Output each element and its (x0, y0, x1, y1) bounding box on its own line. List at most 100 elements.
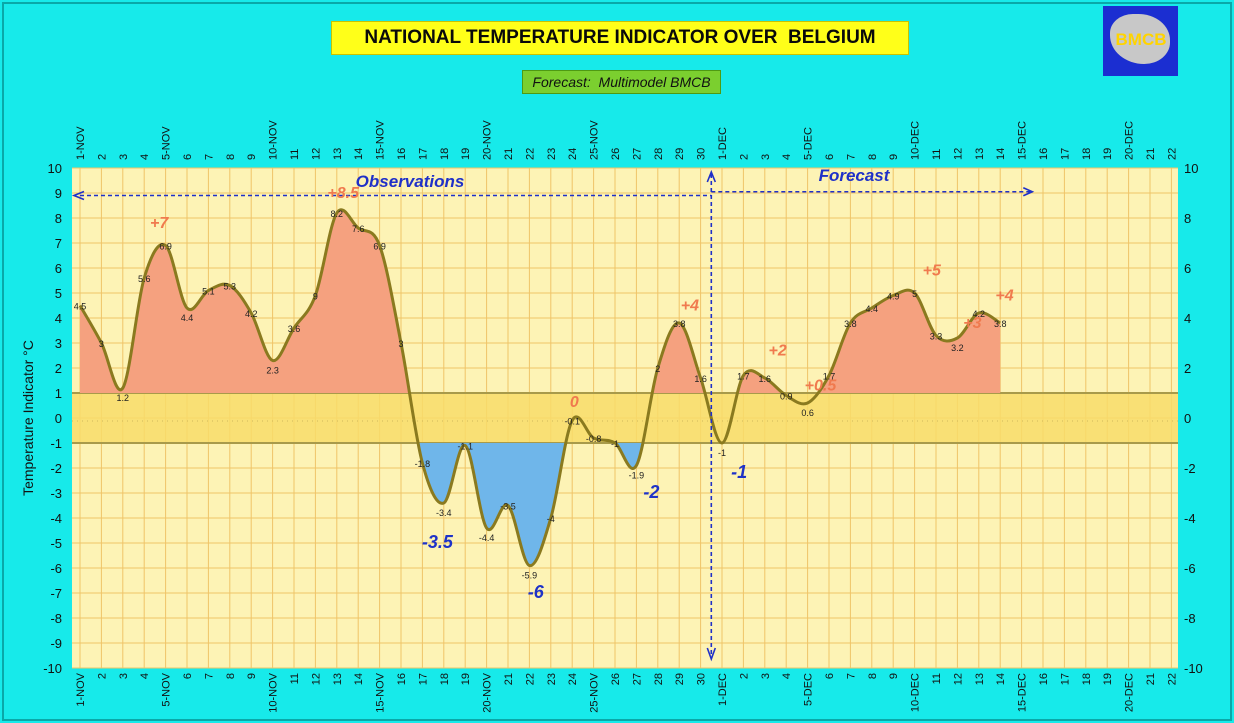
x-tick-top: 19 (460, 148, 472, 160)
x-tick-bottom: 20-NOV (482, 672, 494, 712)
point-label: 4.5 (74, 302, 87, 312)
x-tick-bottom: 10-NOV (268, 672, 280, 712)
cold-anomaly-label: -2 (643, 482, 659, 502)
y-tick-right: 0 (1184, 411, 1191, 426)
x-tick-bottom: 22 (1166, 673, 1178, 685)
normal-band (72, 392, 1178, 444)
point-label: 0.6 (801, 408, 814, 418)
x-tick-bottom: 25-NOV (589, 672, 601, 712)
x-tick-top: 20-DEC (1124, 121, 1136, 160)
x-tick-top: 17 (1059, 148, 1071, 160)
belgium-map-logo (1110, 14, 1170, 64)
chart-title: NATIONAL TEMPERATURE INDICATOR OVER BELG… (331, 21, 909, 55)
temperature-line (78, 208, 1001, 567)
x-tick-top: 30 (696, 148, 708, 160)
x-tick-top: 16 (396, 148, 408, 160)
x-tick-top: 12 (310, 148, 322, 160)
warm-anomaly-label: 0 (570, 394, 579, 411)
x-tick-top: 11 (289, 149, 301, 160)
y-tick-right: 6 (1184, 261, 1191, 276)
observations-label: Observations (356, 172, 465, 191)
x-tick-bottom: 12 (310, 673, 322, 685)
x-tick-top: 22 (1166, 148, 1178, 160)
point-label: 3.2 (951, 343, 964, 353)
cold-anomaly-label: -3.5 (422, 532, 454, 552)
x-tick-top: 4 (139, 154, 151, 160)
x-tick-top: 1-DEC (717, 127, 729, 160)
warm-anomaly-label: +3 (963, 315, 981, 332)
x-tick-top: 13 (974, 148, 986, 160)
y-tick-right: 10 (1184, 161, 1198, 176)
x-tick-top: 29 (674, 148, 686, 160)
x-tick-top: 10-NOV (268, 120, 280, 160)
x-tick-bottom: 15-DEC (1017, 673, 1029, 712)
x-tick-top: 6 (824, 154, 836, 160)
point-label: 6.9 (373, 242, 386, 252)
temperature-curve (78, 208, 1001, 567)
x-tick-top: 15-DEC (1017, 121, 1029, 160)
x-tick-bottom: 4 (139, 673, 151, 679)
point-label: 3 (99, 339, 104, 349)
x-axis-bottom: 1-NOV 2 3 4 5-NOV 6 7 8 9 10-NOV 11 12 13 14 15-NOV 16 1… (75, 672, 1178, 712)
x-tick-bottom: 21 (1145, 673, 1157, 685)
x-tick-top: 15-NOV (375, 120, 387, 160)
y-tick-left: 7 (55, 236, 62, 251)
x-tick-bottom: 9 (888, 673, 900, 679)
x-tick-top: 1-NOV (75, 126, 87, 160)
x-tick-top: 2 (96, 154, 108, 160)
y-tick-left: 2 (55, 361, 62, 376)
point-label: 7.6 (352, 224, 365, 234)
x-tick-bottom: 24 (567, 673, 579, 685)
x-tick-top: 14 (995, 148, 1007, 160)
y-tick-left: 4 (55, 311, 62, 326)
x-tick-bottom: 7 (845, 673, 857, 679)
x-tick-bottom: 17 (1059, 673, 1071, 685)
x-tick-top: 19 (1102, 148, 1114, 160)
x-tick-top: 9 (888, 154, 900, 160)
x-tick-top: 16 (1038, 148, 1050, 160)
x-tick-top: 3 (118, 154, 130, 160)
y-tick-left: -10 (43, 661, 62, 676)
y-tick-right: -10 (1184, 661, 1203, 676)
y-tick-right: 4 (1184, 311, 1191, 326)
point-label: 1.7 (823, 372, 836, 382)
point-label: 5.6 (138, 274, 151, 284)
x-tick-top: 6 (182, 154, 194, 160)
point-label: 3.8 (994, 319, 1007, 329)
x-tick-top: 14 (353, 148, 365, 160)
x-tick-bottom: 27 (631, 673, 643, 685)
x-tick-bottom: 14 (995, 673, 1007, 685)
x-tick-bottom: 19 (460, 673, 472, 685)
x-tick-bottom: 9 (246, 673, 258, 679)
x-tick-bottom: 1-DEC (717, 673, 729, 706)
point-label: -0.1 (564, 417, 580, 427)
x-tick-top: 18 (1081, 148, 1093, 160)
observations-arrow-head (71, 190, 85, 201)
x-tick-top: 17 (417, 148, 429, 160)
y-axis-title: Temperature Indicator °C (20, 340, 36, 496)
x-tick-bottom: 3 (118, 673, 130, 679)
x-tick-bottom: 13 (332, 673, 344, 685)
point-label: 1.2 (117, 393, 130, 403)
point-label: -1.9 (629, 471, 645, 481)
y-tick-left: -4 (50, 511, 62, 526)
y-tick-left: 5 (55, 286, 62, 301)
x-tick-top: 24 (567, 148, 579, 160)
x-tick-bottom: 18 (439, 673, 451, 685)
x-axis-top: 1-NOV 2 3 4 5-NOV 6 7 8 9 10-NOV 11 12 13 14 15-NOV 16 1… (75, 120, 1178, 160)
warm-anomaly-label: +0.5 (805, 378, 838, 395)
point-label: 1.6 (759, 374, 772, 384)
y-tick-left: 3 (55, 336, 62, 351)
y-tick-left: 6 (55, 261, 62, 276)
x-tick-top: 21 (1145, 148, 1157, 160)
point-label: 2 (655, 364, 660, 374)
x-tick-top: 23 (546, 148, 558, 160)
x-tick-bottom: 7 (203, 673, 215, 679)
point-label: -1 (611, 439, 619, 449)
x-tick-bottom: 18 (1081, 673, 1093, 685)
point-label: 1.7 (737, 372, 750, 382)
point-label: 2.3 (266, 366, 279, 376)
point-label: 4.4 (181, 313, 194, 323)
